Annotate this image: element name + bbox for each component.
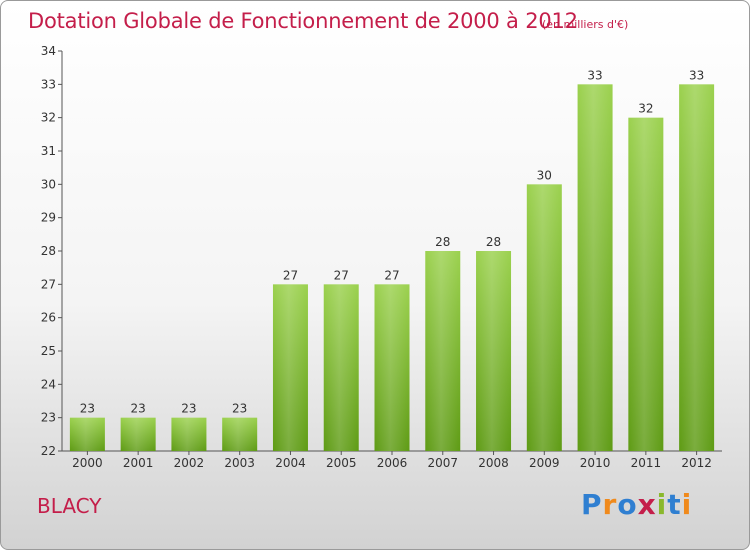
bars	[69, 84, 715, 452]
chart-subtitle: (en milliers d'€)	[542, 18, 629, 31]
x-tick-label: 2011	[631, 456, 662, 470]
x-tick-label: 2006	[377, 456, 408, 470]
data-label: 23	[131, 402, 146, 416]
data-label: 33	[689, 68, 704, 82]
data-label: 30	[537, 168, 552, 182]
data-label: 27	[283, 268, 298, 282]
x-tick-label: 2000	[72, 456, 103, 470]
bar-shine-2004	[272, 284, 308, 451]
x-tick-label: 2009	[529, 456, 560, 470]
data-label: 28	[486, 235, 501, 249]
bar-shine-2008	[476, 251, 512, 451]
x-tick-label: 2003	[224, 456, 255, 470]
y-tick-label: 24	[41, 377, 56, 391]
data-label: 27	[384, 268, 399, 282]
proxiti-logo: Proxiti	[581, 488, 693, 521]
bar-shine-2005	[323, 284, 359, 451]
y-tick-label: 25	[41, 344, 56, 358]
bar-shine-2000	[69, 417, 105, 451]
x-tick-label: 2005	[326, 456, 357, 470]
commune-name: BLACY	[37, 494, 102, 518]
bar-shine-2001	[120, 417, 156, 451]
chart-title: Dotation Globale de Fonctionnement de 20…	[28, 9, 578, 33]
y-tick-label: 33	[41, 77, 56, 91]
bar-shine-2010	[577, 84, 613, 451]
y-tick-label: 31	[41, 144, 56, 158]
data-labels: 23 23 23 23 27 27 27 28 28 30 33 32 33	[80, 68, 705, 415]
y-tick-label: 34	[41, 44, 56, 58]
x-tick-label: 2001	[123, 456, 154, 470]
data-label: 28	[435, 235, 450, 249]
data-label: 23	[181, 402, 196, 416]
x-tick-label: 2004	[275, 456, 306, 470]
y-tick-label: 30	[41, 177, 56, 191]
bar-shine-2009	[526, 184, 562, 452]
data-label: 27	[334, 268, 349, 282]
data-label: 33	[587, 68, 602, 82]
x-tick-label: 2008	[478, 456, 509, 470]
y-tick-label: 28	[41, 244, 56, 258]
bar-shine-2003	[222, 417, 258, 451]
x-tick-label: 2002	[174, 456, 205, 470]
bar-shine-2011	[628, 117, 664, 452]
y-tick-label: 29	[41, 211, 56, 225]
x-tick-label: 2010	[580, 456, 611, 470]
data-label: 23	[80, 402, 95, 416]
data-label: 32	[638, 102, 653, 116]
x-tick-label: 2012	[681, 456, 712, 470]
y-tick-label: 27	[41, 277, 56, 291]
axes: 22 23 24 25 26 27 28 29 30 31 32 33 34 2000 2001 2002 20…	[41, 44, 722, 470]
x-tick-label: 2007	[427, 456, 458, 470]
y-tick-label: 23	[41, 411, 56, 425]
y-tick-label: 32	[41, 111, 56, 125]
y-tick-label: 22	[41, 444, 56, 458]
bar-shine-2007	[425, 251, 461, 451]
bar-shine-2012	[679, 84, 715, 451]
bar-shine-2006	[374, 284, 410, 451]
bar-shine-2002	[171, 417, 207, 451]
data-label: 23	[232, 402, 247, 416]
y-tick-label: 26	[41, 311, 56, 325]
